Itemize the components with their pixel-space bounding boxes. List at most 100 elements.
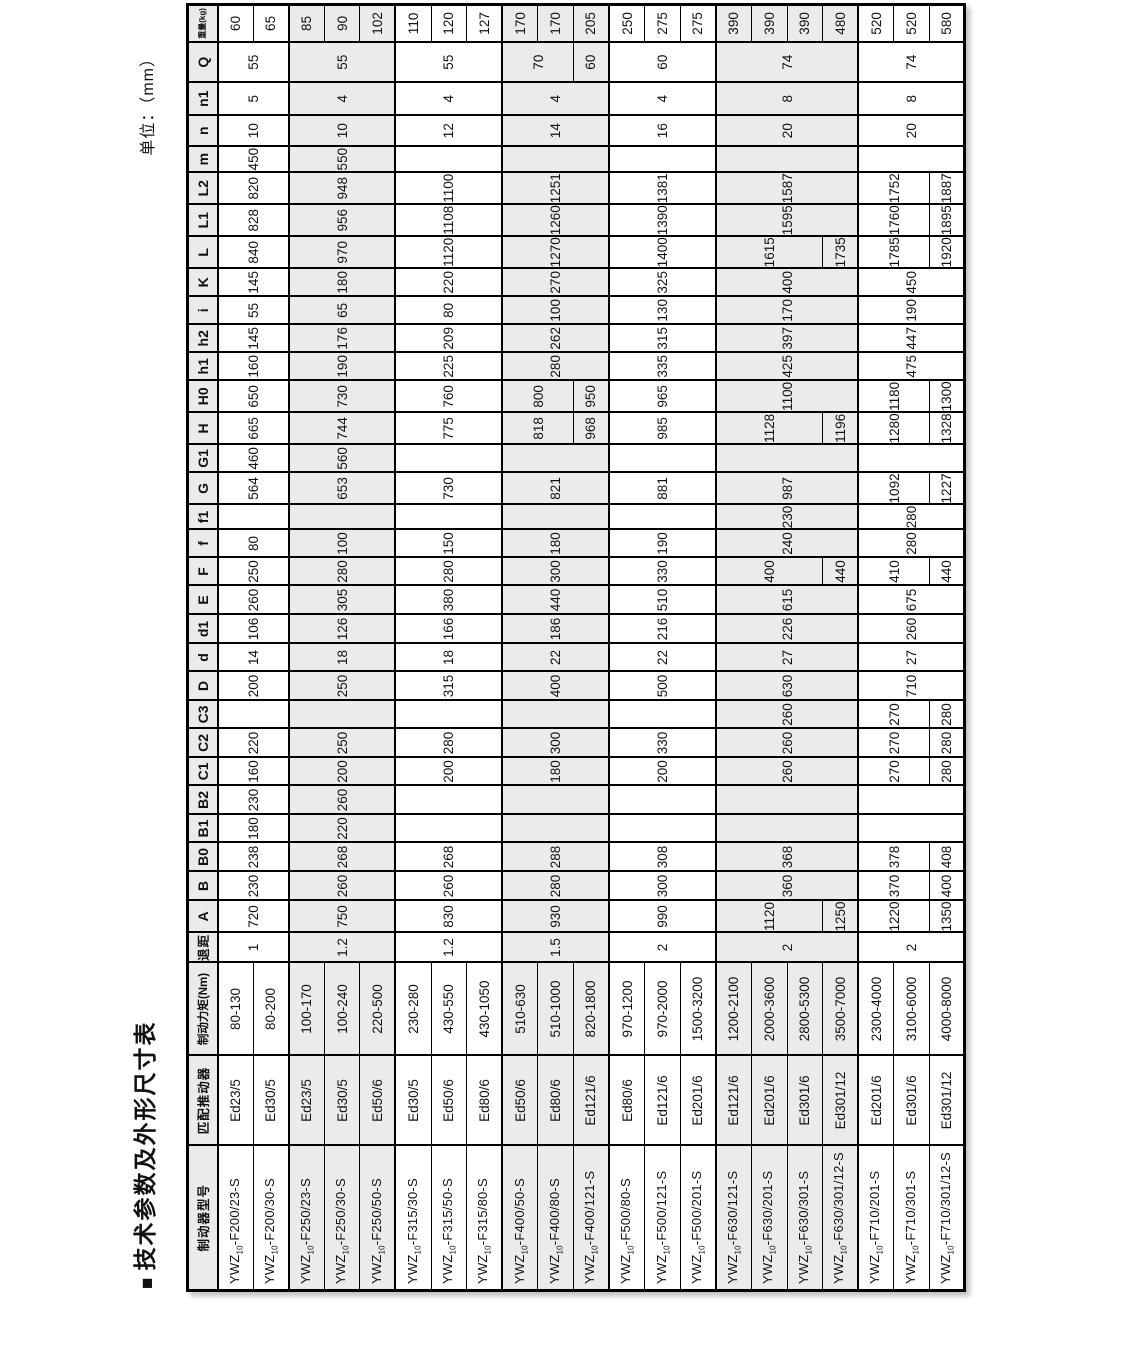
- value-cell: 100: [288, 529, 396, 558]
- value-cell: 730: [395, 472, 503, 505]
- column-header: n: [187, 115, 218, 147]
- value-cell: Ed30/5: [253, 1055, 289, 1146]
- value-cell: [609, 146, 716, 173]
- value-cell: 2: [715, 932, 859, 963]
- value-cell: 950: [573, 380, 610, 413]
- value-cell: [502, 814, 610, 843]
- value-cell: Ed301/6: [787, 1055, 823, 1146]
- value-cell: 8: [858, 82, 965, 116]
- value-cell: 250: [288, 671, 396, 701]
- value-cell: 378: [858, 842, 930, 872]
- value-cell: 268: [395, 842, 503, 872]
- value-cell: 280: [288, 557, 396, 586]
- value-cell: 368: [715, 842, 859, 872]
- value-cell: 2: [858, 932, 965, 963]
- value-cell: 10: [288, 115, 396, 147]
- value-cell: 27: [858, 643, 965, 672]
- model-cell: YWZ10-F250/23-S: [288, 1145, 325, 1291]
- value-cell: 100: [502, 296, 610, 325]
- value-cell: 665: [217, 412, 289, 445]
- value-cell: 145: [217, 268, 289, 297]
- value-cell: 450: [217, 146, 289, 173]
- value-cell: 3500-7000: [822, 962, 859, 1056]
- value-cell: 170: [502, 4, 538, 43]
- value-cell: 100-240: [324, 962, 360, 1056]
- value-cell: 180: [288, 268, 396, 297]
- model-cell: YWZ10-F200/30-S: [253, 1145, 289, 1291]
- value-cell: 1887: [929, 172, 965, 205]
- value-cell: 55: [395, 42, 503, 83]
- value-cell: 330: [609, 557, 716, 586]
- value-cell: [502, 146, 610, 173]
- value-cell: 730: [288, 380, 396, 413]
- value-cell: 225: [395, 352, 503, 381]
- model-cell: YWZ10-F500/201-S: [680, 1145, 716, 1291]
- value-cell: 970: [288, 236, 396, 269]
- value-cell: 60: [217, 4, 254, 43]
- value-cell: 1.2: [395, 932, 503, 963]
- value-cell: [395, 700, 503, 729]
- value-cell: 262: [502, 324, 610, 353]
- value-cell: 1: [217, 932, 289, 963]
- value-cell: 150: [395, 529, 503, 558]
- value-cell: 1390: [609, 204, 716, 237]
- column-header: L1: [187, 204, 218, 237]
- value-cell: 1250: [822, 900, 859, 933]
- value-cell: 260: [217, 585, 289, 615]
- value-cell: 160: [217, 352, 289, 381]
- value-cell: Ed30/5: [324, 1055, 360, 1146]
- value-cell: 106: [217, 614, 289, 644]
- model-cell: YWZ10-F630/301/12-S: [822, 1145, 859, 1291]
- value-cell: 390: [787, 4, 823, 43]
- value-cell: 74: [715, 42, 859, 83]
- value-cell: [715, 814, 859, 843]
- value-cell: 55: [288, 42, 396, 83]
- value-cell: 1735: [822, 236, 859, 269]
- value-cell: [217, 700, 289, 729]
- value-cell: 8: [715, 82, 859, 116]
- value-cell: 270: [858, 700, 930, 729]
- value-cell: 120: [431, 4, 467, 43]
- value-cell: 430-1050: [466, 962, 503, 1056]
- value-cell: 4000-8000: [929, 962, 965, 1056]
- value-cell: [217, 504, 289, 530]
- value-cell: 4: [395, 82, 503, 116]
- value-cell: Ed23/5: [288, 1055, 325, 1146]
- column-header: n1: [187, 82, 218, 116]
- value-cell: 330: [609, 728, 716, 758]
- column-header: h1: [187, 352, 218, 381]
- value-cell: 200: [609, 757, 716, 786]
- value-cell: 520: [893, 4, 930, 43]
- value-cell: 1752: [858, 172, 930, 205]
- value-cell: 968: [573, 412, 610, 445]
- value-cell: [609, 814, 716, 843]
- value-cell: 190: [858, 296, 965, 325]
- value-cell: 1300: [929, 380, 965, 413]
- value-cell: 750: [288, 900, 396, 933]
- value-cell: 1200-2100: [715, 962, 752, 1056]
- value-cell: [609, 444, 716, 473]
- value-cell: 720: [217, 900, 289, 933]
- value-cell: 20: [715, 115, 859, 147]
- table-row: YWZ10-F200/23-S Ed23/5 80-130 1 720 230 238 180…: [217, 4, 289, 1291]
- value-cell: 145: [217, 324, 289, 353]
- value-cell: [395, 785, 503, 815]
- value-cell: 744: [288, 412, 396, 445]
- value-cell: 3100-6000: [893, 962, 930, 1056]
- value-cell: 987: [715, 472, 859, 505]
- model-cell: YWZ10-F250/30-S: [324, 1145, 360, 1291]
- value-cell: 775: [395, 412, 503, 445]
- model-cell: YWZ10-F200/23-S: [217, 1145, 254, 1291]
- value-cell: 335: [609, 352, 716, 381]
- value-cell: 1615: [715, 236, 823, 269]
- value-cell: 250: [609, 4, 645, 43]
- column-header: d: [187, 643, 218, 672]
- value-cell: 4: [502, 82, 610, 116]
- value-cell: 1.5: [502, 932, 610, 963]
- value-cell: 1785: [858, 236, 930, 269]
- value-cell: 180: [502, 757, 610, 786]
- column-header: 制动器型号: [187, 1145, 218, 1291]
- column-header: f1: [187, 504, 218, 530]
- value-cell: 430-550: [431, 962, 467, 1056]
